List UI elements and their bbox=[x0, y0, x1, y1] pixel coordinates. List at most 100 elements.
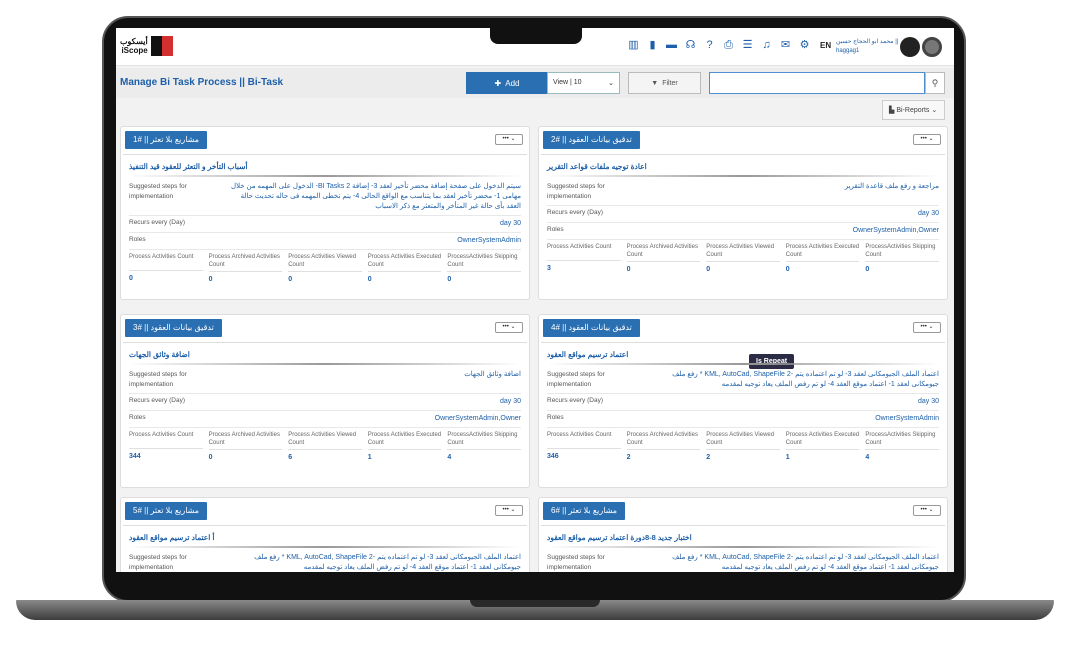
stat-value[interactable]: 0 bbox=[208, 276, 213, 283]
card-more-dropdown[interactable]: ••• ⌄ bbox=[495, 505, 523, 516]
recurs-value: 30 day bbox=[499, 398, 521, 405]
card-more-dropdown[interactable]: ••• ⌄ bbox=[495, 134, 523, 145]
stat-value[interactable]: 344 bbox=[129, 453, 141, 460]
card-header-button[interactable]: تدقيق بيانات العقود || #2 bbox=[543, 131, 640, 149]
card-title[interactable]: اختبار جديد 8-8دورة اعتماد ترسيم مواقع ا… bbox=[547, 533, 692, 542]
chart-icon: ▙ bbox=[889, 107, 897, 114]
stat-item: Process Activities Count 3 bbox=[547, 243, 621, 273]
divider bbox=[541, 342, 945, 343]
stat-value[interactable]: 2 bbox=[626, 454, 631, 461]
stat-label: ProcessActivities Skipping Count bbox=[865, 243, 939, 262]
plus-icon: ✚ bbox=[494, 78, 502, 88]
printer-icon[interactable]: ⎙ bbox=[724, 39, 733, 51]
help-icon[interactable]: ? bbox=[706, 39, 713, 51]
logo-mark bbox=[150, 36, 173, 56]
card-header-button[interactable]: مشاريع بلا تعثر || #1 bbox=[125, 131, 208, 149]
stat-value[interactable]: 0 bbox=[785, 266, 790, 273]
stat-label: Process Activities Executed Count bbox=[367, 431, 442, 450]
checklist-icon[interactable]: ☰ bbox=[742, 39, 753, 51]
user-id: haggag1 bbox=[836, 48, 860, 54]
mail-icon[interactable]: ✉ bbox=[780, 39, 791, 51]
card-title[interactable]: اضافة وثائق الجهات bbox=[129, 350, 190, 359]
search-input[interactable] bbox=[709, 72, 925, 94]
steps-value: اعتماد الملف الجيومكانى لعقد 3- لو تم اع… bbox=[254, 554, 521, 571]
filter-label: Filter bbox=[662, 79, 678, 87]
card-more-dropdown[interactable]: ••• ⌄ bbox=[913, 134, 941, 145]
divider bbox=[129, 546, 521, 548]
card-title[interactable]: أسباب التأخر و التعثر للعقود قيد التنفيذ bbox=[129, 162, 248, 171]
task-card: تدقيق بيانات العقود || #4 ••• ⌄ اعتماد ت… bbox=[538, 314, 948, 488]
stat-value[interactable]: 0 bbox=[865, 266, 870, 273]
card-more-dropdown[interactable]: ••• ⌄ bbox=[495, 322, 523, 333]
stat-value[interactable]: 4 bbox=[447, 454, 452, 461]
stat-value[interactable]: 1 bbox=[367, 454, 372, 461]
divider bbox=[123, 525, 527, 526]
user-info[interactable]: محمد ابو الحجاج حسين || haggag1 bbox=[836, 38, 898, 56]
roles-label: Roles bbox=[129, 236, 146, 243]
card-title[interactable]: أ اعتماد ترسيم مواقع العقود bbox=[129, 533, 215, 542]
stat-value[interactable]: 0 bbox=[208, 454, 213, 461]
stat-value[interactable]: 0 bbox=[626, 266, 631, 273]
divider bbox=[541, 525, 945, 526]
card-title[interactable]: اعادة توجيه ملفات قواعد التقرير bbox=[547, 162, 647, 171]
document-icon[interactable]: ▮ bbox=[649, 39, 656, 51]
divider bbox=[123, 154, 527, 155]
card-header-button[interactable]: تدقيق بيانات العقود || #3 bbox=[125, 319, 222, 337]
stat-value[interactable]: 0 bbox=[129, 275, 133, 282]
card-more-dropdown[interactable]: ••• ⌄ bbox=[913, 505, 941, 516]
roles-value: OwnerSystemAdmin,Owner bbox=[434, 415, 521, 422]
card-title[interactable]: اعتماد ترسيم مواقع العقود bbox=[547, 350, 629, 359]
language-toggle[interactable]: EN bbox=[820, 41, 832, 50]
stat-item: Process Activities Count 0 bbox=[129, 253, 203, 283]
bell-icon[interactable]: ♫ bbox=[762, 39, 771, 51]
steps-label: Suggested steps for implementation bbox=[129, 371, 187, 388]
stat-value[interactable]: 1 bbox=[785, 454, 790, 461]
stat-item: ProcessActivities Skipping Count 0 bbox=[865, 243, 939, 273]
stat-value[interactable]: 346 bbox=[547, 453, 559, 460]
steps-row: Suggested steps for implementation اضافة … bbox=[129, 367, 521, 394]
logo[interactable]: أيسكوب iScope bbox=[120, 36, 173, 56]
steps-label: Suggested steps for implementation bbox=[547, 183, 605, 200]
stat-value[interactable]: 2 bbox=[706, 454, 711, 461]
stat-value[interactable]: 0 bbox=[367, 276, 372, 283]
stat-item: Process Activities Viewed Count 2 bbox=[706, 431, 780, 461]
stat-label: Process Activities Count bbox=[129, 253, 203, 271]
gear-icon[interactable]: ⚙ bbox=[799, 39, 810, 51]
page-title: Manage Bi Task Process || Bi-Task bbox=[120, 77, 284, 88]
stat-item: Process Activities Viewed Count 0 bbox=[288, 253, 362, 283]
stat-value[interactable]: 3 bbox=[547, 265, 551, 272]
steps-label: Suggested steps for implementation bbox=[547, 371, 605, 388]
card-header-button[interactable]: مشاريع بلا تعثر || #6 bbox=[543, 502, 626, 520]
card-header-button[interactable]: تدقيق بيانات العقود || #4 bbox=[543, 319, 640, 337]
stat-value[interactable]: 0 bbox=[447, 276, 452, 283]
recurs-row: Recurs every (Day) 30 day bbox=[547, 394, 939, 411]
bi-reports-button[interactable]: ▙ Bi-Reports ⌄ bbox=[882, 100, 945, 120]
search-icon[interactable]: ⚲ bbox=[925, 72, 945, 94]
stat-label: Process Activities Executed Count bbox=[785, 243, 860, 262]
stat-value[interactable]: 6 bbox=[288, 454, 293, 461]
card-header-button[interactable]: مشاريع بلا تعثر || #5 bbox=[125, 502, 208, 520]
stat-item: Process Activities Viewed Count 0 bbox=[706, 243, 780, 273]
headset-icon[interactable]: ☊ bbox=[685, 39, 696, 51]
stat-value[interactable]: 4 bbox=[865, 454, 870, 461]
roles-value: OwnerSystemAdmin,Owner bbox=[852, 227, 939, 234]
avatar[interactable] bbox=[900, 37, 920, 57]
menu-icon[interactable] bbox=[922, 37, 942, 57]
book-icon[interactable]: ▬ bbox=[666, 39, 677, 51]
steps-value: اعتماد الملف الجيومكانى لعقد 3- لو تم اع… bbox=[672, 554, 939, 571]
stat-item: Process Archived Activities Count 0 bbox=[208, 253, 283, 283]
stat-value[interactable]: 0 bbox=[706, 266, 711, 273]
steps-row: Suggested steps for implementation اعتماد… bbox=[547, 367, 939, 394]
bar-chart-icon[interactable]: ▥ bbox=[628, 39, 639, 51]
stat-value[interactable]: 0 bbox=[288, 276, 293, 283]
roles-row: Roles OwnerSystemAdmin bbox=[129, 233, 521, 250]
filter-button[interactable]: ▼ Filter bbox=[628, 72, 701, 94]
stat-item: Process Activities Count 346 bbox=[547, 431, 621, 461]
stat-label: Process Activities Viewed Count bbox=[706, 243, 780, 262]
add-button[interactable]: ✚ Add bbox=[466, 72, 548, 94]
card-more-dropdown[interactable]: ••• ⌄ bbox=[913, 322, 941, 333]
divider bbox=[123, 342, 527, 343]
recurs-value: 30 day bbox=[917, 398, 939, 405]
view-select[interactable]: View | 10 ⌄ bbox=[547, 72, 620, 94]
stat-item: Process Activities Count 344 bbox=[129, 431, 203, 461]
